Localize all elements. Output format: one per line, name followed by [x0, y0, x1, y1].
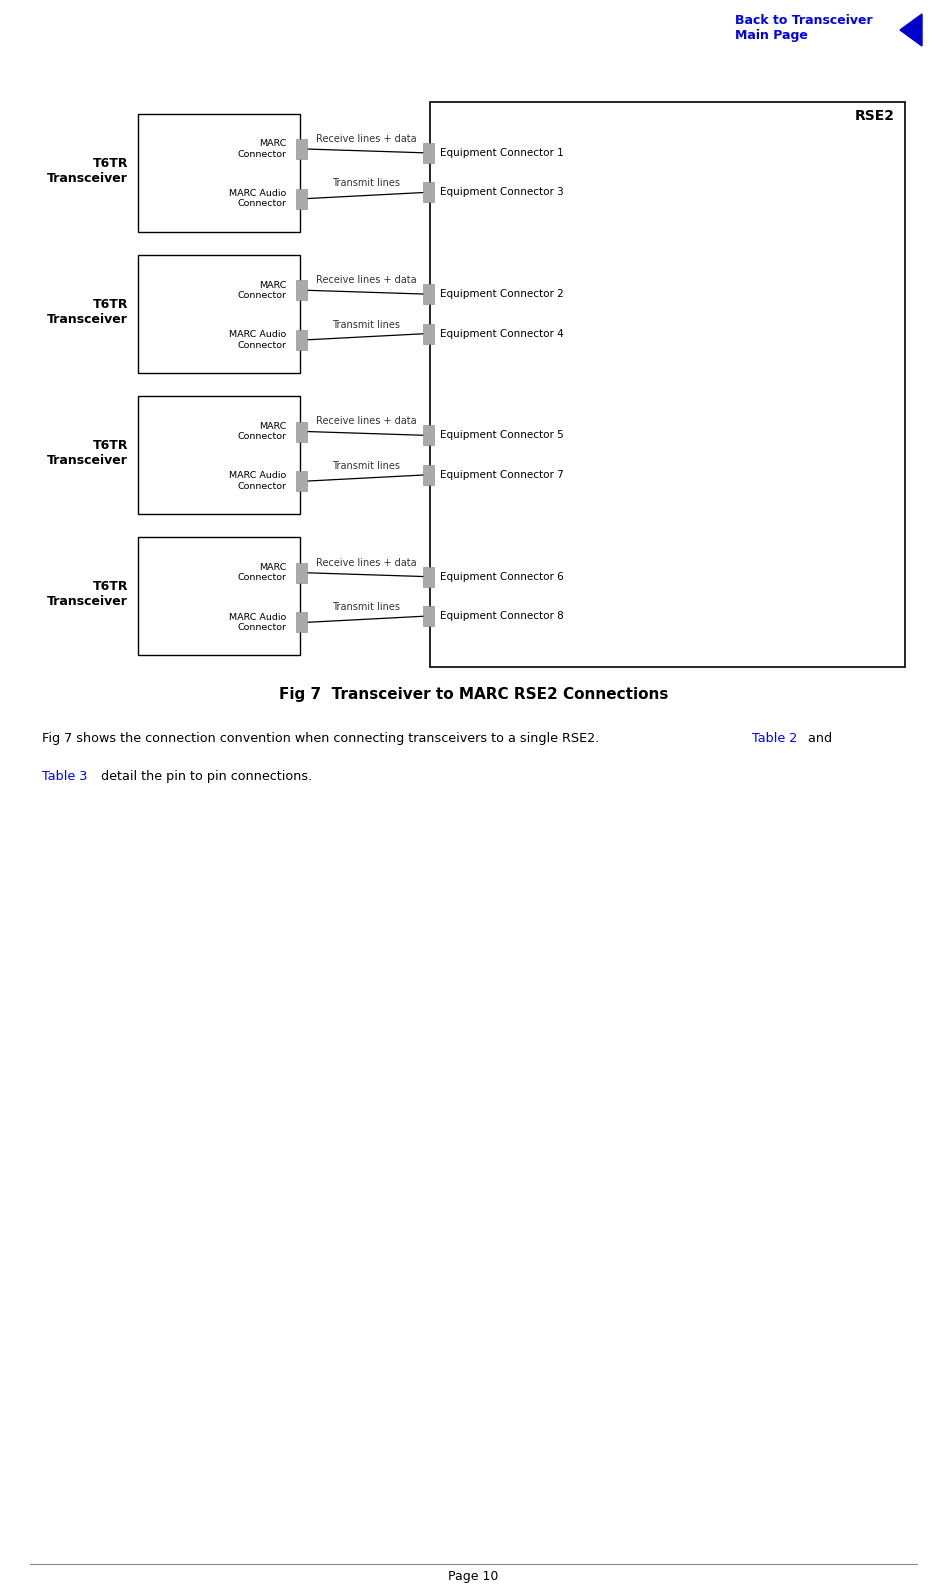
Text: Receive lines + data: Receive lines + data — [315, 275, 417, 285]
Text: Transmit lines: Transmit lines — [332, 320, 400, 330]
Bar — [138, 255, 300, 373]
Text: detail the pin to pin connections.: detail the pin to pin connections. — [97, 771, 313, 783]
Text: Transmit lines: Transmit lines — [332, 462, 400, 471]
Bar — [423, 567, 435, 586]
Text: Equipment Connector 7: Equipment Connector 7 — [440, 470, 563, 479]
Bar — [295, 613, 307, 632]
Text: Fig 7  Transceiver to MARC RSE2 Connections: Fig 7 Transceiver to MARC RSE2 Connectio… — [278, 688, 669, 702]
Bar — [295, 280, 307, 301]
Text: Back to Transceiver
Main Page: Back to Transceiver Main Page — [735, 14, 872, 41]
Text: MARC
Connector: MARC Connector — [237, 564, 286, 583]
Text: Equipment Connector 4: Equipment Connector 4 — [440, 328, 563, 339]
Bar — [138, 113, 300, 231]
Text: Transmit lines: Transmit lines — [332, 178, 400, 188]
Text: T6TR
Transceiver: T6TR Transceiver — [47, 156, 128, 185]
Text: Equipment Connector 6: Equipment Connector 6 — [440, 572, 563, 581]
Text: RSE2: RSE2 — [855, 108, 895, 123]
Text: Page 10: Page 10 — [448, 1570, 499, 1582]
Text: and: and — [804, 732, 832, 745]
Text: Equipment Connector 3: Equipment Connector 3 — [440, 188, 563, 197]
Bar — [138, 538, 300, 656]
Text: Transmit lines: Transmit lines — [332, 602, 400, 613]
Bar — [295, 564, 307, 583]
Bar — [295, 188, 307, 209]
Text: Table 2: Table 2 — [752, 732, 797, 745]
Text: Receive lines + data: Receive lines + data — [315, 417, 417, 427]
Text: Equipment Connector 2: Equipment Connector 2 — [440, 290, 563, 299]
Text: Equipment Connector 5: Equipment Connector 5 — [440, 430, 563, 441]
Text: T6TR
Transceiver: T6TR Transceiver — [47, 581, 128, 608]
Bar — [423, 283, 435, 304]
Bar — [423, 425, 435, 446]
Text: Equipment Connector 1: Equipment Connector 1 — [440, 148, 563, 158]
Text: MARC Audio
Connector: MARC Audio Connector — [229, 189, 286, 209]
Text: MARC Audio
Connector: MARC Audio Connector — [229, 613, 286, 632]
Bar — [423, 323, 435, 344]
Text: MARC Audio
Connector: MARC Audio Connector — [229, 471, 286, 490]
Bar — [423, 143, 435, 162]
Bar — [423, 183, 435, 202]
Text: Equipment Connector 8: Equipment Connector 8 — [440, 611, 563, 621]
Text: MARC Audio
Connector: MARC Audio Connector — [229, 330, 286, 350]
Text: T6TR
Transceiver: T6TR Transceiver — [47, 439, 128, 466]
Bar — [295, 139, 307, 159]
Bar — [430, 102, 905, 667]
Bar — [423, 465, 435, 486]
Bar — [295, 422, 307, 441]
Text: Receive lines + data: Receive lines + data — [315, 134, 417, 143]
Text: T6TR
Transceiver: T6TR Transceiver — [47, 298, 128, 326]
Text: MARC
Connector: MARC Connector — [237, 140, 286, 159]
Text: Table 3: Table 3 — [42, 771, 87, 783]
Text: MARC
Connector: MARC Connector — [237, 422, 286, 441]
Text: Receive lines + data: Receive lines + data — [315, 557, 417, 568]
Polygon shape — [900, 14, 922, 46]
Bar — [423, 607, 435, 626]
Bar — [295, 330, 307, 350]
Bar — [138, 396, 300, 514]
Bar — [295, 471, 307, 490]
Text: MARC
Connector: MARC Connector — [237, 280, 286, 299]
Text: Fig 7 shows the connection convention when connecting transceivers to a single R: Fig 7 shows the connection convention wh… — [42, 732, 603, 745]
